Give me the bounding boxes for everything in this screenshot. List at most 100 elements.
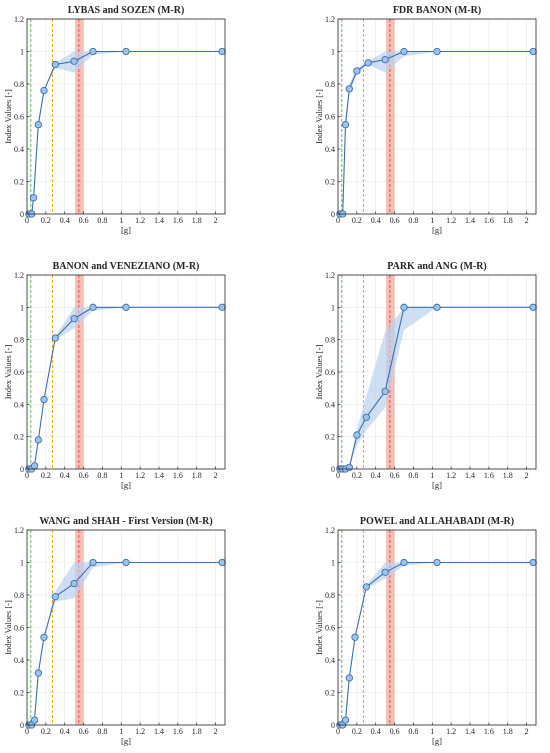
y-axis-label: Index Values [-]	[3, 345, 13, 400]
series-line	[28, 50, 223, 215]
x-tick-label: 1.6	[173, 471, 183, 480]
x-tick-label: 0.6	[79, 216, 89, 225]
x-tick-label: 1.8	[192, 216, 202, 225]
y-tick-label: 0.8	[14, 591, 24, 600]
x-tick-label: 1	[119, 216, 123, 225]
y-axis-label: Index Values [-]	[314, 89, 324, 144]
data-point	[381, 55, 389, 64]
data-point	[341, 120, 350, 129]
y-tick-label: 1	[20, 559, 24, 568]
data-point	[433, 558, 441, 567]
x-tick-label: 1.6	[173, 727, 183, 736]
x-axis-label: [g]	[121, 480, 131, 490]
x-tick-label: 1.6	[484, 727, 494, 736]
y-tick-label: 0.4	[14, 145, 24, 154]
y-tick-label: 1	[331, 303, 335, 312]
y-tick-label: 0	[20, 210, 24, 219]
data-point	[218, 303, 226, 311]
y-tick-label: 0.2	[325, 433, 335, 442]
chart-panel-5: 0 0.2 0.4 0.6 0.8 1 1.2 1.4 1.6 1.8 2 0 0.2 0.4 0.6 0.8…	[3, 516, 226, 746]
x-tick-label: 1.4	[154, 727, 164, 736]
data-point	[351, 633, 359, 641]
x-tick-label: 0	[336, 216, 340, 225]
y-axis-label: Index Values [-]	[314, 600, 324, 655]
x-tick-label: 2	[214, 216, 218, 225]
chart-panel-4: 0 0.2 0.4 0.6 0.8 1 1.2 1.4 1.6 1.8 2 0 0.2 0.4 0.6 0.8…	[314, 261, 537, 490]
data-point	[433, 303, 441, 311]
y-tick-label: 0.4	[14, 400, 24, 409]
data-point	[381, 387, 389, 396]
data-point	[353, 67, 361, 75]
y-tick-label: 1	[331, 559, 335, 568]
data-point	[51, 60, 59, 69]
data-point	[218, 47, 226, 56]
x-tick-label: 2	[525, 727, 529, 736]
data-point	[400, 47, 408, 56]
chart-panel-3: 0 0.2 0.4 0.6 0.8 1 1.2 1.4 1.6 1.8 2 0 0.2 0.4 0.6 0.8…	[3, 261, 226, 490]
x-tick-label: 0.8	[97, 727, 107, 736]
y-tick-label: 0.6	[14, 113, 24, 122]
y-tick-label: 0.2	[14, 689, 24, 698]
x-tick-label: 0	[25, 216, 29, 225]
x-tick-label: 0.4	[60, 727, 70, 736]
x-tick-label: 0.2	[352, 727, 362, 736]
uncertainty-band	[339, 51, 534, 214]
data-point	[89, 303, 97, 311]
data-point	[353, 431, 361, 439]
x-axis-label: [g]	[121, 225, 131, 235]
y-tick-label: 0	[20, 721, 24, 730]
data-point	[364, 59, 372, 67]
y-tick-label: 0	[331, 721, 335, 730]
x-axis-label: [g]	[432, 736, 442, 746]
y-tick-label: 0.2	[14, 433, 24, 442]
x-tick-label: 1.8	[503, 216, 513, 225]
y-tick-label: 0.4	[325, 400, 335, 409]
x-tick-label: 1.6	[484, 471, 494, 480]
y-tick-label: 1.2	[14, 271, 24, 280]
data-point	[70, 579, 78, 588]
x-tick-label: 0.4	[371, 727, 381, 736]
x-tick-label: 0	[25, 727, 29, 736]
data-point	[122, 47, 130, 56]
chart-title: FDR BANON (M-R)	[393, 5, 481, 16]
x-tick-label: 0	[25, 471, 29, 480]
x-axis-label: [g]	[432, 480, 442, 490]
data-point	[51, 334, 59, 342]
y-tick-label: 0	[331, 465, 335, 474]
data-point	[345, 85, 353, 93]
y-tick-label: 1.2	[325, 526, 335, 535]
x-tick-label: 1	[119, 471, 123, 480]
y-tick-label: 0.4	[325, 656, 335, 665]
y-axis-label: Index Values [-]	[3, 600, 13, 655]
y-tick-label: 0.8	[14, 336, 24, 345]
x-tick-label: 2	[525, 471, 529, 480]
chart-title: BANON and VENEZIANO (M-R)	[53, 261, 200, 272]
x-tick-label: 1.4	[465, 727, 475, 736]
y-tick-label: 0.4	[14, 656, 24, 665]
x-tick-label: 0.4	[60, 216, 70, 225]
data-point	[122, 558, 130, 567]
data-point	[34, 120, 42, 129]
data-point	[51, 592, 59, 601]
y-tick-label: 1.2	[325, 15, 335, 24]
y-tick-label: 0.2	[325, 178, 335, 187]
data-point	[362, 583, 370, 591]
y-axis-label: Index Values [-]	[314, 345, 324, 400]
x-tick-label: 0.2	[41, 471, 51, 480]
chart-panel-1: 0 0.2 0.4 0.6 0.8 1 1.2 1.4 1.6 1.8 2 0 0.2 0.4 0.6 0.8…	[3, 5, 226, 235]
y-tick-label: 0.8	[325, 591, 335, 600]
data-point	[70, 314, 78, 323]
x-tick-label: 2	[214, 727, 218, 736]
data-point	[30, 716, 39, 724]
x-tick-label: 1.8	[503, 727, 513, 736]
y-tick-label: 0.6	[325, 624, 335, 633]
chart-title: POWEL and ALLAHABADI (M-R)	[360, 516, 514, 527]
data-point	[529, 558, 537, 567]
chart-panel-2: 0 0.2 0.4 0.6 0.8 1 1.2 1.4 1.6 1.8 2 0 0.2 0.4 0.6 0.8…	[314, 5, 537, 235]
x-tick-label: 1.4	[154, 216, 164, 225]
x-tick-label: 1.2	[135, 216, 145, 225]
y-tick-label: 1	[20, 303, 24, 312]
x-tick-label: 0.6	[390, 216, 400, 225]
x-tick-label: 0	[336, 471, 340, 480]
